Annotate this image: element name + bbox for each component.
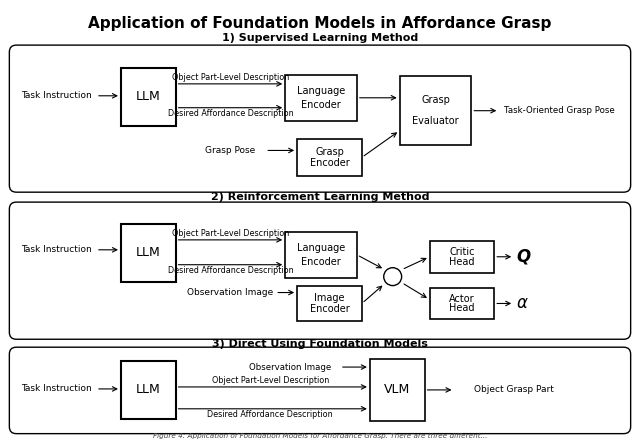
Text: Desired Affordance Description: Desired Affordance Description xyxy=(168,109,293,118)
Text: Actor: Actor xyxy=(449,294,475,304)
Text: Image: Image xyxy=(314,293,345,303)
FancyBboxPatch shape xyxy=(10,347,630,434)
Text: Grasp Pose: Grasp Pose xyxy=(205,146,255,155)
Text: Desired Affordance Description: Desired Affordance Description xyxy=(168,266,293,275)
Text: Application of Foundation Models in Affordance Grasp: Application of Foundation Models in Affo… xyxy=(88,16,552,31)
Text: Object Part-Level Description: Object Part-Level Description xyxy=(212,377,329,385)
Bar xyxy=(429,241,494,273)
Text: Encoder: Encoder xyxy=(310,304,349,314)
Text: Head: Head xyxy=(449,303,475,313)
Bar xyxy=(429,288,494,319)
Text: Task Instruction: Task Instruction xyxy=(20,246,92,254)
Text: Observation Image: Observation Image xyxy=(249,363,332,371)
Bar xyxy=(297,139,362,176)
Bar xyxy=(297,286,362,321)
Text: Language: Language xyxy=(297,86,345,96)
Text: Grasp: Grasp xyxy=(421,95,450,105)
Text: Q: Q xyxy=(516,248,531,266)
Text: Grasp: Grasp xyxy=(315,147,344,157)
Text: 3) Direct Using Foundation Models: 3) Direct Using Foundation Models xyxy=(212,339,428,349)
Text: Object Part-Level Description: Object Part-Level Description xyxy=(172,73,289,82)
Bar xyxy=(399,76,471,146)
Bar xyxy=(285,232,357,278)
Bar xyxy=(121,68,175,125)
Text: Head: Head xyxy=(449,257,475,267)
Bar xyxy=(370,359,424,421)
FancyBboxPatch shape xyxy=(10,45,630,192)
Text: LLM: LLM xyxy=(136,246,161,259)
Text: Task Instruction: Task Instruction xyxy=(20,91,92,100)
Text: 1) Supervised Learning Method: 1) Supervised Learning Method xyxy=(222,33,418,43)
Text: Object Grasp Part: Object Grasp Part xyxy=(474,385,554,394)
Text: LLM: LLM xyxy=(136,383,161,396)
Text: Desired Affordance Description: Desired Affordance Description xyxy=(207,410,333,419)
Text: Language: Language xyxy=(297,243,345,253)
Text: Evaluator: Evaluator xyxy=(412,116,459,126)
Text: Observation Image: Observation Image xyxy=(188,288,273,297)
Text: VLM: VLM xyxy=(384,383,410,396)
Text: 2) Reinforcement Learning Method: 2) Reinforcement Learning Method xyxy=(211,192,429,202)
Text: Figure 4: Application of Foundation Models for Affordance Grasp. There are three: Figure 4: Application of Foundation Mode… xyxy=(153,433,487,439)
Text: Encoder: Encoder xyxy=(310,158,349,168)
Text: Task Instruction: Task Instruction xyxy=(20,385,92,393)
Text: Encoder: Encoder xyxy=(301,99,341,110)
Text: Encoder: Encoder xyxy=(301,257,341,267)
Text: Object Part-Level Description: Object Part-Level Description xyxy=(172,229,289,238)
FancyBboxPatch shape xyxy=(10,202,630,339)
Text: Task-Oriented Grasp Pose: Task-Oriented Grasp Pose xyxy=(504,106,614,115)
Text: LLM: LLM xyxy=(136,90,161,103)
Bar xyxy=(285,75,357,121)
Text: Critic: Critic xyxy=(449,247,475,257)
Bar xyxy=(121,224,175,282)
Text: $\alpha$: $\alpha$ xyxy=(516,294,529,312)
Bar xyxy=(121,361,175,419)
